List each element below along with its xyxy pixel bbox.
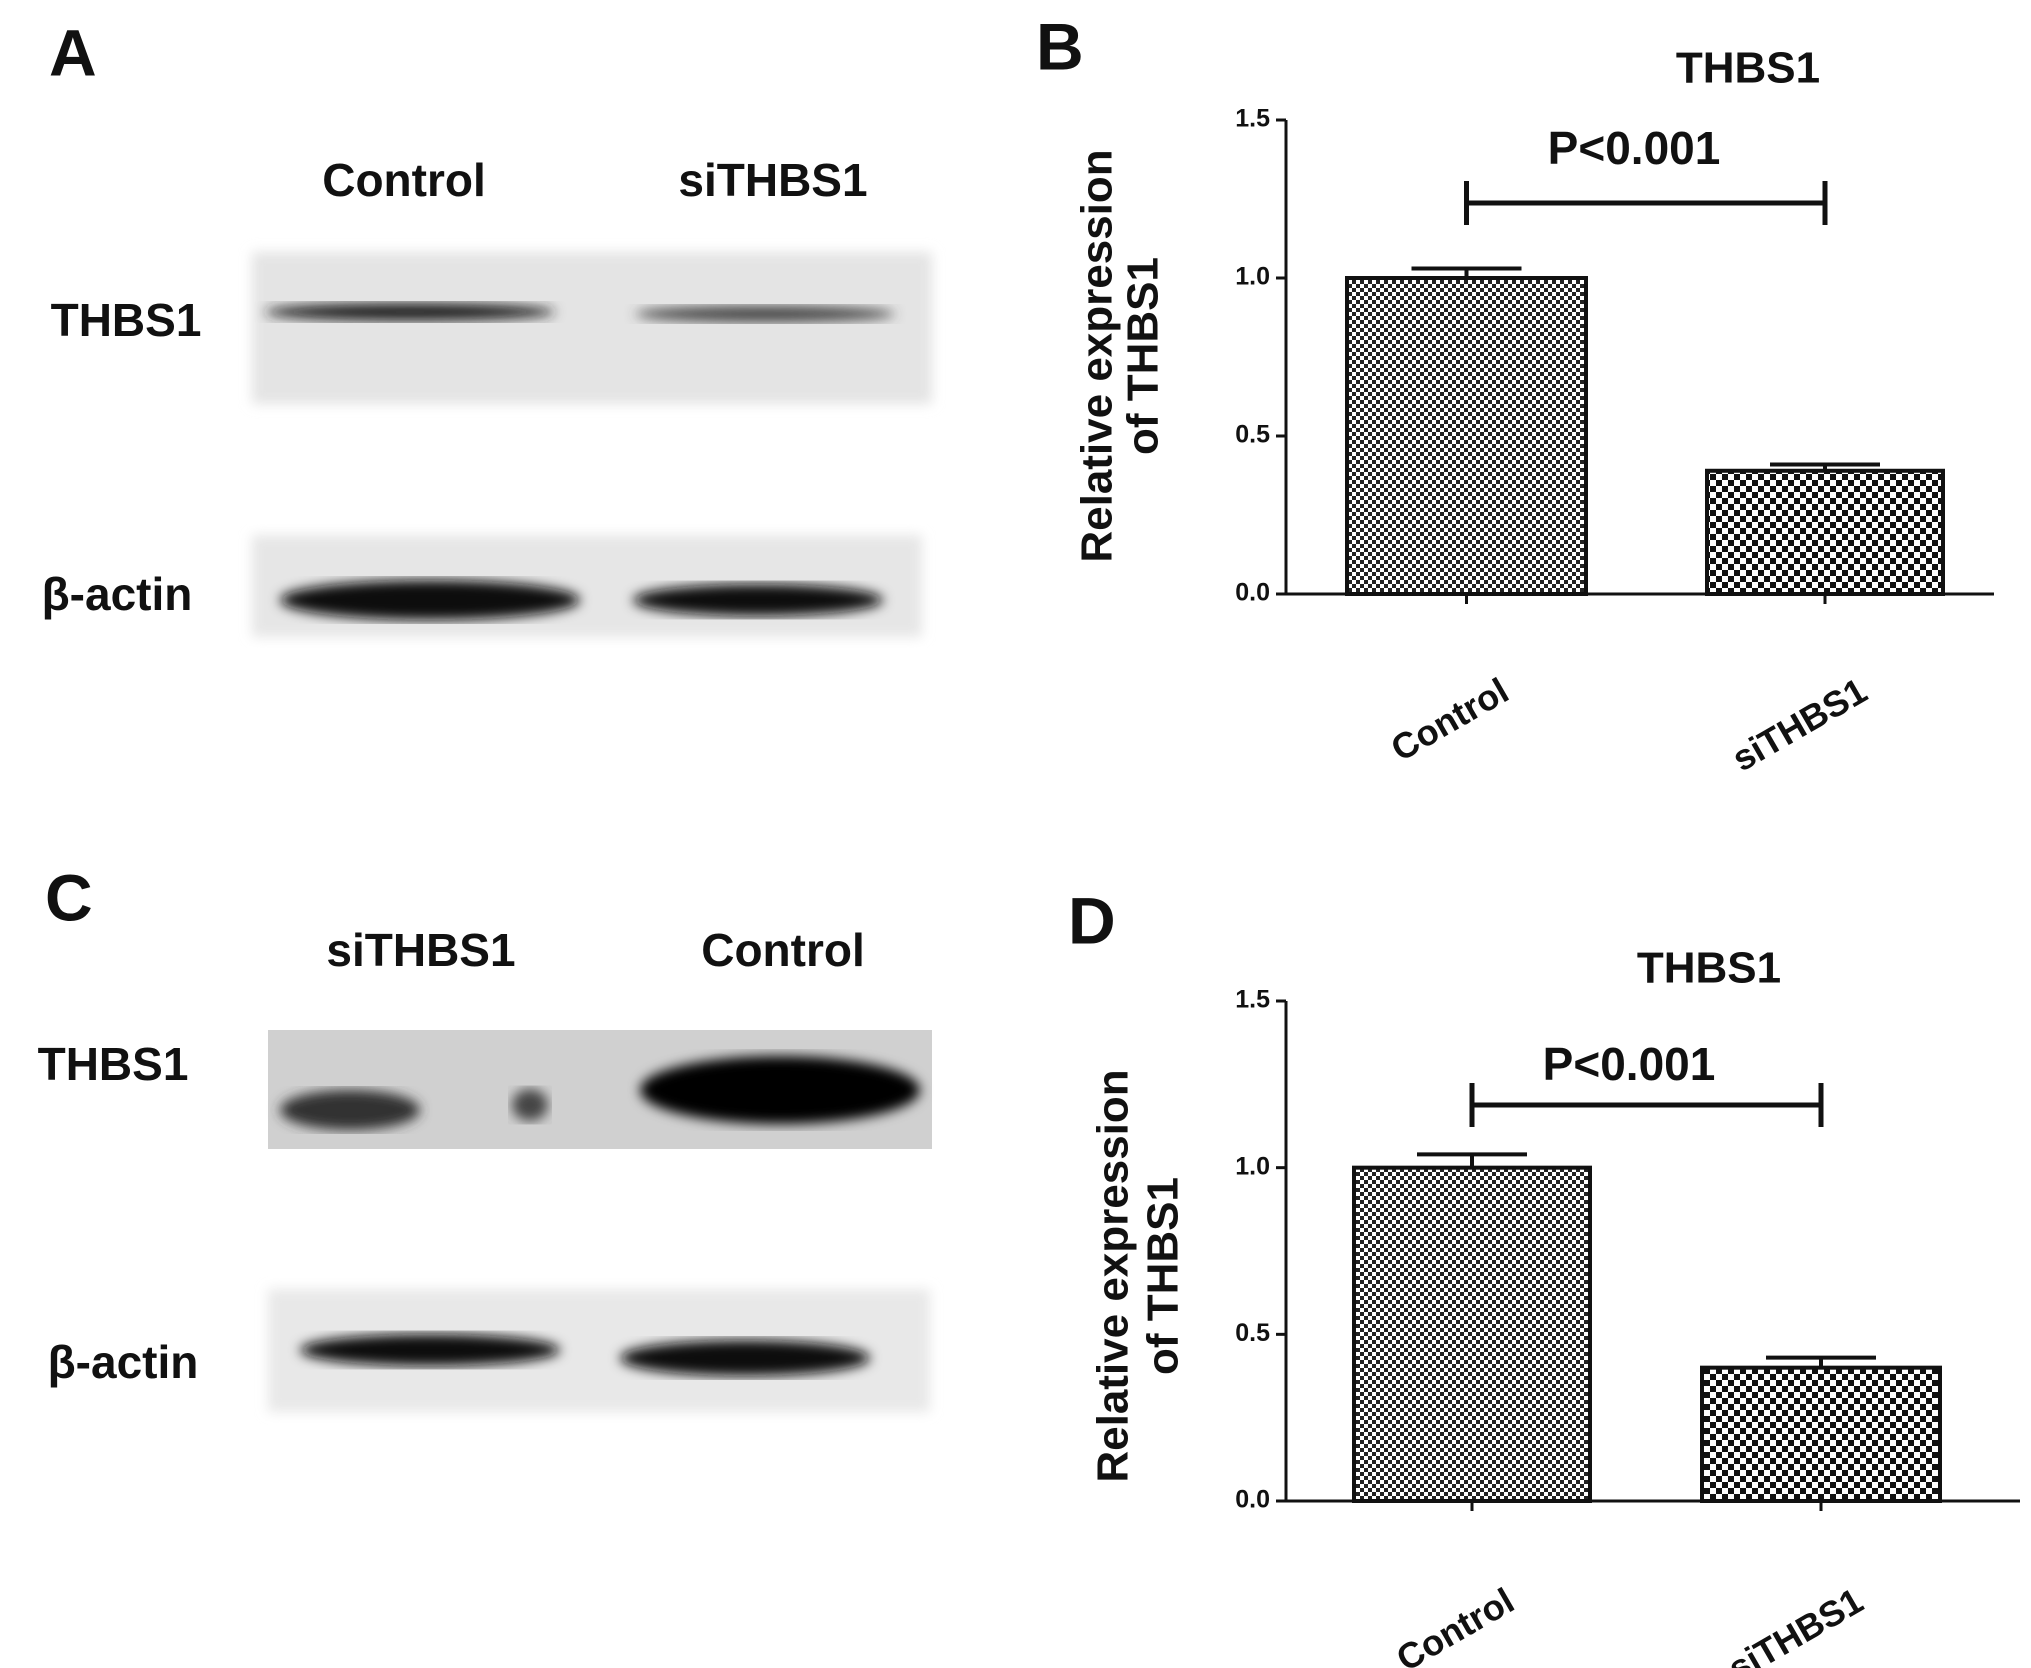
panel-letter: A: [49, 15, 97, 89]
bar: [1705, 468, 1945, 597]
y-tick-label: 1.0: [1235, 263, 1270, 291]
annotation: P<0.001: [1548, 122, 1721, 174]
error-bar: [1766, 1355, 1876, 1368]
annotation: P<0.001: [1543, 1038, 1716, 1090]
blot: [268, 1030, 932, 1412]
lane-label: Control: [701, 924, 865, 976]
x-tick-label: siTHBS1: [1725, 670, 1874, 780]
lane-label: siTHBS1: [678, 154, 867, 206]
chart-title: THBS1: [1676, 44, 1820, 93]
chart-title: THBS1: [1637, 944, 1781, 993]
significance-bracket: [1464, 181, 1828, 225]
x-tick-label: siTHBS1: [1721, 1580, 1870, 1668]
y-tick-label: 1.5: [1235, 105, 1270, 133]
error-bar: [1770, 462, 1880, 471]
significance-bracket: [1469, 1083, 1824, 1127]
row-label: β-actin: [48, 1336, 199, 1388]
row-label: β-actin: [42, 568, 193, 620]
panel-letter: D: [1068, 883, 1116, 957]
y-tick-label: 1.5: [1235, 986, 1270, 1014]
y-tick-label: 0.0: [1235, 1486, 1270, 1514]
row-label: THBS1: [38, 1038, 189, 1090]
bar: [1700, 1365, 1942, 1503]
blot: [252, 252, 932, 637]
error-bar: [1411, 266, 1522, 278]
y-tick-label: 1.0: [1235, 1152, 1270, 1180]
panel-letter: B: [1036, 9, 1084, 83]
error-bar: [1417, 1152, 1527, 1168]
lane-label: Control: [322, 154, 486, 206]
x-tick-label: Control: [1389, 1580, 1520, 1668]
bar: [1345, 276, 1588, 596]
panel-letter: C: [45, 860, 93, 934]
lane-label: siTHBS1: [326, 924, 515, 976]
x-tick-label: Control: [1384, 670, 1515, 769]
row-label: THBS1: [51, 294, 202, 346]
y-axis-label: Relative expression: [1073, 149, 1122, 562]
y-tick-label: 0.0: [1235, 579, 1270, 607]
bar: [1352, 1165, 1592, 1503]
y-axis-label: Relative expression: [1089, 1069, 1138, 1482]
y-tick-label: 0.5: [1235, 1319, 1270, 1347]
y-axis-label: of THBS1: [1119, 257, 1168, 455]
y-axis-label: of THBS1: [1139, 1177, 1188, 1375]
y-tick-label: 0.5: [1235, 421, 1270, 449]
